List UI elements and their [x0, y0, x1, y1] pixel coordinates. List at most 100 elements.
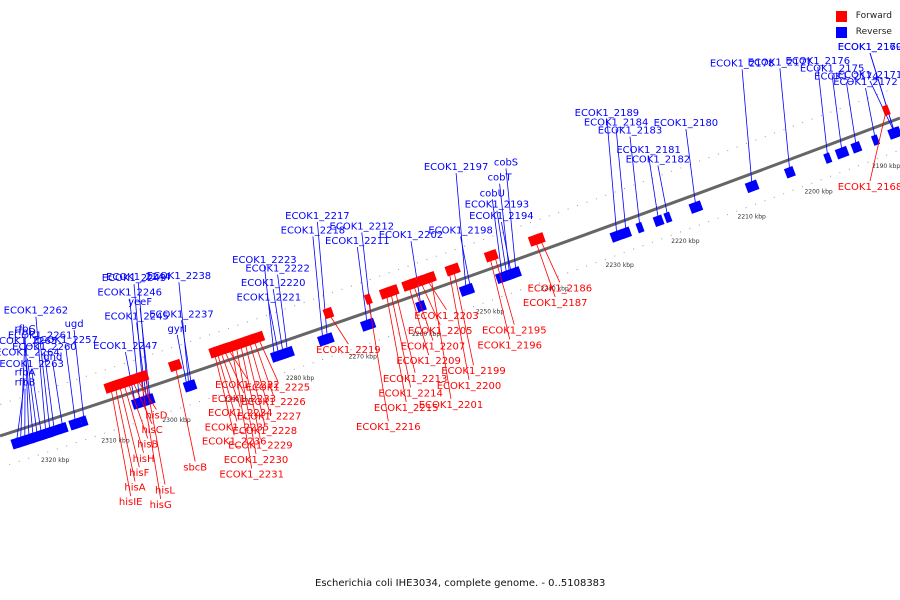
reverse-leader-line	[846, 82, 857, 148]
forward-leader-line	[140, 376, 162, 500]
forward-gene-label: ECOK1_2207	[401, 342, 466, 353]
forward-leader-line	[394, 289, 416, 373]
reverse-leader-line	[44, 352, 55, 431]
forward-leader-line	[453, 269, 474, 366]
reverse-gene-label: ECOK1_2172	[833, 77, 898, 88]
reverse-leader-line	[657, 165, 669, 218]
tick-label: 2260 kbp	[412, 331, 440, 338]
reverse-gene-label: ECOK1_2264	[0, 348, 60, 359]
reverse-gene-label: ECOK1_2246	[97, 288, 162, 299]
reverse-gene-label: rfbB	[15, 378, 36, 389]
legend-forward-label: Forward	[855, 11, 892, 21]
forward-leader-line	[328, 312, 349, 345]
tick-label: 2300 kbp	[162, 417, 190, 424]
reverse-gene-label: ECOK1_2244	[106, 272, 171, 283]
forward-gene-label: ECOK1_2236	[202, 436, 267, 447]
forward-leader-line	[216, 351, 238, 422]
forward-leader-line	[131, 379, 153, 425]
reverse-gene-label: ECOK1_2223	[232, 255, 297, 266]
forward-leader-line	[489, 256, 511, 340]
reverse-leader-line	[15, 378, 26, 444]
reverse-swatch-icon	[835, 26, 847, 38]
reverse-gene-label: cobS	[494, 157, 518, 168]
forward-leader-line	[110, 387, 132, 497]
forward-leader-line	[426, 278, 447, 311]
tick-label: 2280 kbp	[286, 375, 314, 382]
forward-leader-line	[123, 382, 144, 453]
reverse-gene-label: ECOK1_2169	[838, 42, 900, 53]
reverse-leader-line	[505, 168, 517, 273]
reverse-gene-label: ECOK1_2218	[281, 225, 346, 236]
genome-caption: Escherichia coli IHE3034, complete genom…	[315, 578, 606, 589]
legend: Forward Reverse	[835, 8, 892, 40]
forward-gene-label: hisIE	[119, 497, 143, 508]
reverse-gene-label: ECOK1_2217	[285, 211, 350, 222]
reverse-gene-label: ECOK1_2257	[33, 335, 98, 346]
genome-backbone	[0, 116, 900, 438]
reverse-leader-line	[455, 173, 467, 291]
reverse-gene-label: ECOK1_2176	[786, 56, 851, 67]
reverse-leader-line	[606, 118, 618, 237]
reverse-leader-line	[410, 241, 422, 307]
forward-gene-label: ECOK1_2205	[408, 326, 473, 337]
forward-gene-label: hisG	[150, 500, 172, 511]
reverse-leader-line	[65, 345, 76, 424]
forward-leader-line	[390, 291, 411, 388]
forward-swatch-icon	[835, 10, 847, 22]
reverse-gene-label: ECOK1_2178	[710, 58, 775, 69]
forward-gene-label: ECOK1_2235	[205, 422, 270, 433]
reverse-leader-line	[496, 210, 508, 276]
reverse-gene-label: ugd	[65, 319, 84, 330]
forward-leader-line	[253, 338, 274, 397]
forward-gene-label: ECOK1_2186	[528, 283, 593, 294]
reverse-gene-label: ECOK1_2183	[598, 126, 663, 137]
forward-gene-label: ECOK1_2201	[419, 400, 484, 411]
reverse-gene-label: rfbC	[15, 324, 36, 335]
forward-leader-line	[385, 292, 407, 403]
reverse-leader-line	[317, 221, 328, 339]
forward-gene-label: ECOK1_2213	[383, 374, 448, 385]
reverse-leader-line	[181, 320, 192, 386]
forward-leader-line	[244, 341, 266, 425]
tick-label: 2310 kbp	[101, 437, 129, 444]
forward-leader-line	[114, 385, 136, 482]
reverse-gene-label: ECOK1_2237	[149, 309, 214, 320]
forward-gene-label: ECOK1_2209	[396, 356, 461, 367]
reverse-gene-label: ECOK1_2198	[428, 226, 493, 237]
forward-leader-line	[136, 378, 157, 410]
tick-label: 2200 kbp	[804, 189, 832, 196]
forward-leader-line	[231, 346, 253, 469]
reverse-gene-label: ECOK1_2189	[575, 108, 640, 119]
forward-gene-label: ECOK1_2195	[482, 326, 547, 337]
forward-leader-line	[144, 375, 166, 485]
forward-gene-label: ECOK1_2196	[477, 340, 542, 351]
legend-reverse: Reverse	[835, 24, 892, 40]
tick-label: 2320 kbp	[41, 457, 69, 464]
forward-leader-line	[226, 347, 248, 380]
forward-gene-label: hisA	[124, 483, 145, 494]
tick-label: 2190 kbp	[872, 163, 900, 170]
forward-gene-label: hisC	[141, 425, 162, 436]
reverse-gene-label: cobU	[480, 188, 505, 199]
tick-label: 2250 kbp	[476, 309, 504, 316]
legend-reverse-label: Reverse	[855, 27, 892, 37]
tick-label: 2270 kbp	[349, 353, 377, 360]
forward-gene-label: hisF	[129, 468, 149, 479]
forward-gene-label: ECOK1_2229	[228, 440, 293, 451]
reverse-leader-line	[648, 155, 659, 221]
reverse-gene-label: ECOK1_2220	[241, 278, 306, 289]
forward-gene-label: ECOK1_2233	[212, 394, 277, 405]
reverse-gene-label: ECOK1_2245	[104, 311, 169, 322]
reverse-gene-label: ECOK1_2197	[424, 162, 489, 173]
reverse-leader-line	[685, 129, 697, 208]
reverse-gene-label: ECOK1_2193	[465, 200, 530, 211]
reverse-leader-line	[869, 52, 896, 134]
reverse-gene-label: ECOK1_2181	[616, 145, 681, 156]
reverse-leader-line	[460, 236, 471, 289]
reverse-gene-label: rfbD	[14, 327, 36, 338]
reverse-leader-line	[136, 322, 147, 401]
reverse-gene-label: ECOK1_2212	[330, 221, 395, 232]
reverse-leader-line	[39, 341, 51, 433]
reverse-gene-label: ECOK1_2262	[4, 306, 69, 317]
forward-leader-line	[223, 348, 245, 394]
